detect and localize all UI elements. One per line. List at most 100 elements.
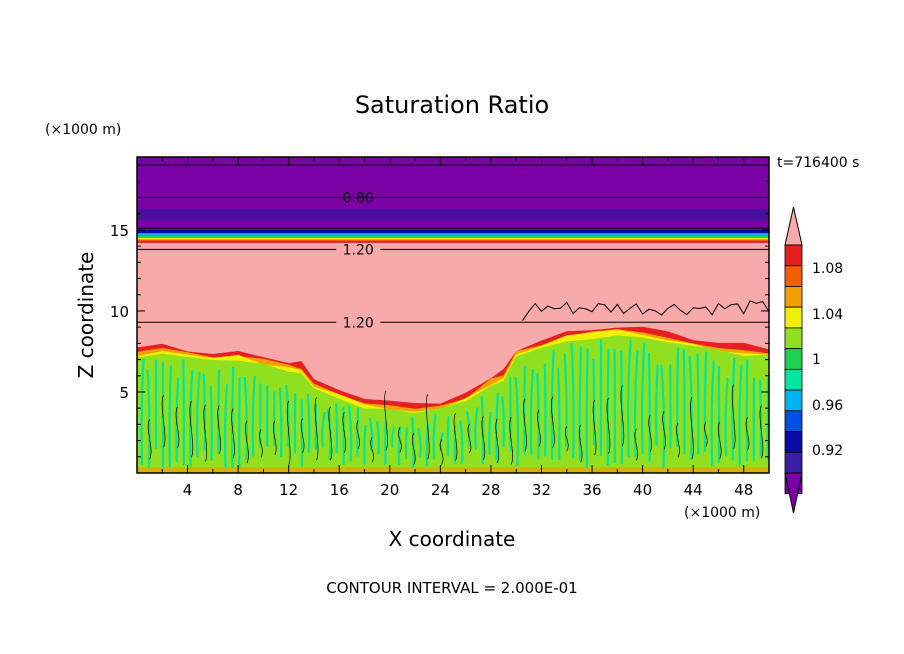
plume-streak <box>334 403 339 454</box>
contour-line <box>523 398 527 452</box>
plume-streak <box>223 383 229 468</box>
contour-line <box>690 396 694 459</box>
plot-frame <box>136 156 770 474</box>
contour-line <box>356 420 360 449</box>
colorbar-swatch <box>784 431 803 453</box>
plume-streak <box>446 416 450 457</box>
plume-streak <box>397 425 402 466</box>
plume-streak <box>202 373 207 451</box>
contour-line <box>273 420 277 455</box>
plume-streak <box>474 407 479 450</box>
plume-streak <box>626 340 632 458</box>
plume-streak <box>231 366 235 468</box>
contour-line <box>370 437 374 463</box>
plume-streak <box>676 347 680 448</box>
colorbar-swatch <box>784 368 803 391</box>
contour-line <box>231 408 235 459</box>
colorbar-label: 1 <box>812 352 821 368</box>
transition-stripe <box>137 238 769 240</box>
colorbar-swatch <box>784 410 803 432</box>
z-tick-label: 15 <box>110 222 129 240</box>
colorbar-swatch <box>784 348 803 370</box>
colorbar-swatch <box>784 451 803 474</box>
colorbar-swatch <box>784 286 803 308</box>
contour-line <box>342 412 347 453</box>
contour-line <box>634 428 639 461</box>
colorbar-top-arrow <box>784 206 803 246</box>
x-tick-label: 48 <box>734 481 753 499</box>
contour-line <box>147 418 152 460</box>
plume-streak <box>724 377 729 457</box>
colorbar-label: 0.92 <box>812 443 843 459</box>
plume-streak <box>466 411 471 447</box>
x-tick-label: 16 <box>330 481 349 499</box>
colorbar-swatch <box>784 265 803 287</box>
x-tick-label: 44 <box>684 481 703 499</box>
plume-streak <box>660 365 666 470</box>
contour-line <box>564 426 569 452</box>
contour-line <box>175 406 180 449</box>
contour-line <box>606 397 611 454</box>
plot-field <box>137 157 769 473</box>
plume-streak <box>682 349 686 455</box>
contour-line <box>398 427 402 453</box>
plume-streak <box>363 424 367 465</box>
colorbar-label: 0.96 <box>812 398 843 414</box>
plume-streak <box>654 364 659 446</box>
plume-streak <box>347 404 353 462</box>
x-tick-label: 28 <box>481 481 500 499</box>
transition-stripe <box>137 233 769 236</box>
plume-streak <box>703 351 708 453</box>
contour-line <box>259 429 263 458</box>
contour-line <box>551 396 555 448</box>
x-tick-label: 24 <box>431 481 450 499</box>
plume-streak <box>459 420 464 464</box>
contour-line <box>161 394 166 448</box>
contour-line <box>522 300 769 321</box>
colorbar-label: 1.04 <box>812 307 843 323</box>
contour-line <box>578 424 583 463</box>
band-dark <box>137 208 769 221</box>
contour-line <box>384 390 388 451</box>
plume-streak <box>285 384 290 448</box>
contour-label: 1.20 <box>343 242 374 258</box>
plume-streak <box>557 367 561 461</box>
colorbar-swatch <box>784 389 803 412</box>
z-axis: 5 10 15 <box>110 164 769 458</box>
plume-streak <box>759 379 763 457</box>
plume-streak <box>217 369 221 454</box>
x-tick-label: 32 <box>532 481 551 499</box>
plume-streak <box>376 420 380 455</box>
contour-line <box>425 394 430 460</box>
contour-line <box>662 411 666 450</box>
contour-line <box>189 400 194 458</box>
plume-streak <box>688 355 693 461</box>
plume-streak <box>570 343 575 459</box>
plume-streak <box>606 348 610 466</box>
contour-line <box>481 416 486 461</box>
time-label: t=716400 s <box>777 155 859 171</box>
contour-line <box>203 404 208 462</box>
z-tick-label: 10 <box>110 303 129 321</box>
x-tick-label: 20 <box>380 481 399 499</box>
x-tick-label: 12 <box>279 481 298 499</box>
plume-streak <box>480 396 485 465</box>
plume-streak <box>543 363 547 457</box>
contour-line <box>328 406 333 461</box>
plume-streak <box>243 376 248 461</box>
plume-streak <box>251 375 256 457</box>
z-axis-title: Z coordinate <box>74 252 98 379</box>
x-tick-label: 8 <box>233 481 243 499</box>
plume-streak <box>640 343 646 455</box>
plume-streak <box>140 358 145 466</box>
contour-lines <box>137 164 769 465</box>
contour-line <box>731 384 736 449</box>
contour-line <box>245 420 249 464</box>
contour-line <box>759 405 764 459</box>
chart-title: Saturation Ratio <box>355 91 549 119</box>
contour-line <box>745 417 750 451</box>
plume-streak <box>195 371 201 458</box>
contour-line <box>439 439 444 465</box>
x-tick-label: 4 <box>183 481 193 499</box>
